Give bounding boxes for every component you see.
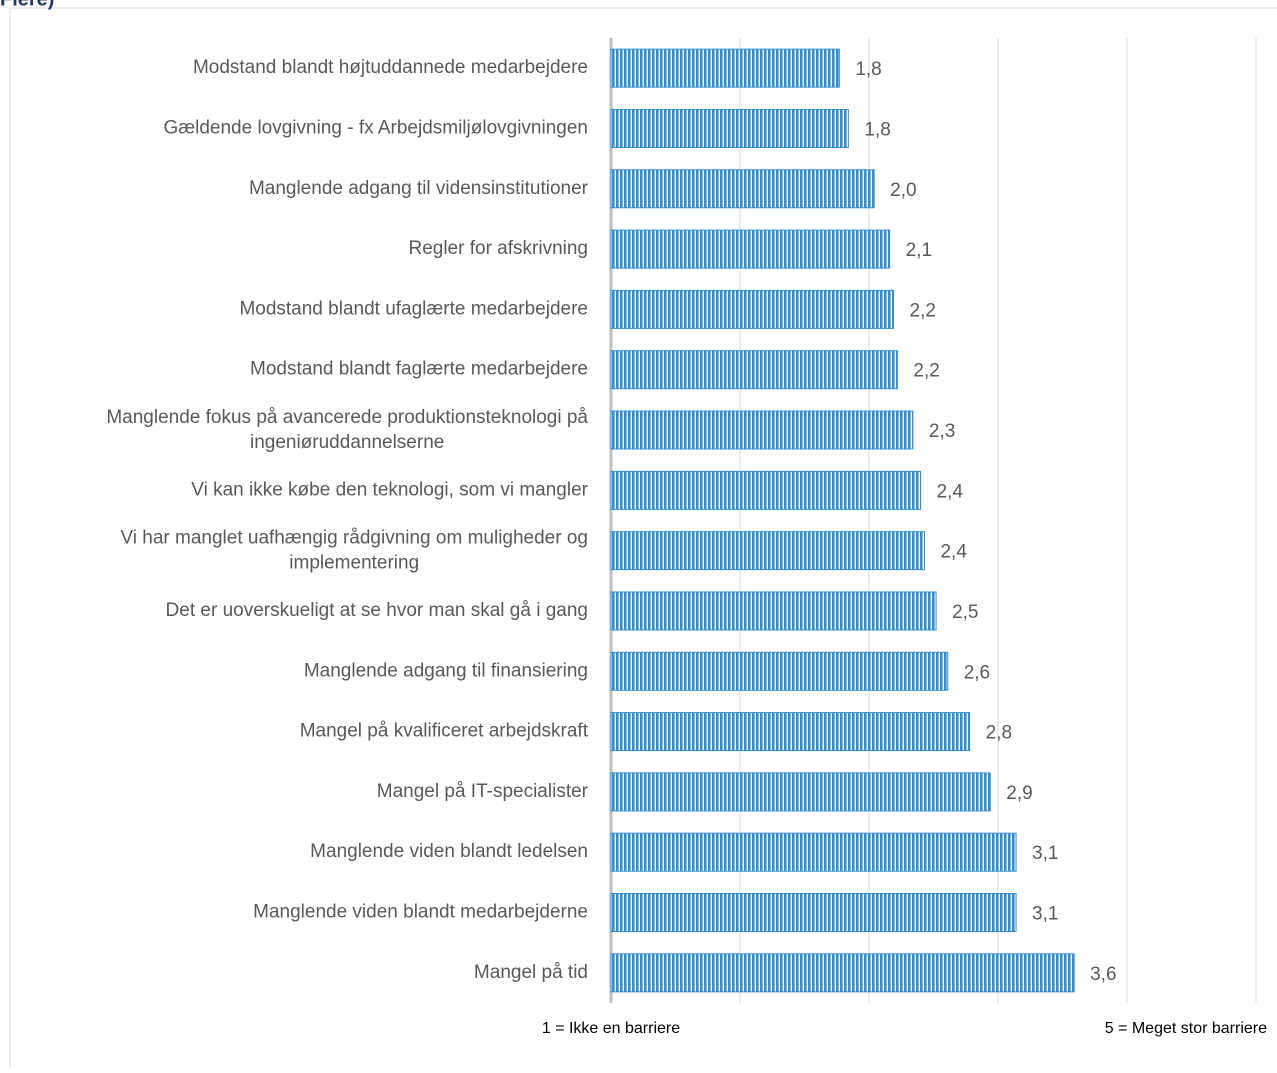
bar	[610, 48, 840, 88]
bar	[610, 893, 1017, 933]
bar	[610, 169, 875, 209]
y-tick-label: Modstand blandt faglærte medarbejdere	[250, 359, 588, 380]
data-label: 3,6	[1090, 964, 1116, 985]
bar	[610, 591, 937, 631]
y-tick-label: Gældende lovgivning - fx Arbejdsmiljølov…	[163, 117, 588, 138]
data-label: 2,6	[964, 662, 990, 683]
bar	[610, 953, 1075, 993]
chart-title: Flere)	[0, 0, 54, 10]
data-label: 2,5	[952, 602, 978, 623]
y-tick-label: Vi har manglet uafhængig rådgivning om m…	[120, 528, 588, 574]
bar	[610, 772, 991, 812]
y-tick-label: Mangel på kvalificeret arbejdskraft	[300, 721, 589, 742]
bar	[610, 651, 949, 691]
data-label: 2,2	[913, 361, 939, 382]
bar	[610, 289, 895, 329]
data-label: 2,9	[1006, 783, 1032, 804]
bar	[610, 229, 891, 269]
y-tick-label: Vi kan ikke købe den teknologi, som vi m…	[191, 479, 588, 500]
bar	[610, 531, 925, 571]
bar	[610, 108, 849, 148]
axis-note: 1 = Ikke en barriere	[542, 1020, 680, 1037]
y-tick-label: Manglende viden blandt ledelsen	[310, 841, 588, 862]
chart-border	[9, 7, 1277, 1073]
data-label: 3,1	[1032, 904, 1058, 925]
data-label: 2,3	[929, 421, 955, 442]
data-label: 1,8	[864, 119, 890, 140]
data-label: 2,4	[940, 542, 967, 563]
bar	[610, 832, 1017, 872]
y-tick-label: Det er uoverskueligt at se hvor man skal…	[166, 600, 588, 621]
y-tick-label: Modstand blandt højtuddannede medarbejde…	[193, 57, 588, 78]
data-label: 2,2	[910, 300, 936, 321]
bar	[610, 350, 898, 390]
y-tick-label: Regler for afskrivning	[408, 238, 588, 259]
y-tick-label: Modstand blandt ufaglærte medarbejdere	[239, 298, 588, 319]
y-tick-label: Manglende adgang til vidensinstitutioner	[249, 178, 589, 199]
data-label: 3,1	[1032, 843, 1058, 864]
data-label: 2,8	[986, 723, 1012, 744]
data-label: 2,1	[906, 240, 932, 261]
bar	[610, 410, 914, 450]
axis-note: 5 = Meget stor barriere	[1105, 1020, 1267, 1037]
data-label: 2,4	[937, 481, 964, 502]
data-label: 2,0	[890, 180, 916, 201]
y-tick-label: Mangel på IT-specialister	[377, 781, 589, 802]
data-label: 1,8	[855, 59, 881, 80]
bar	[610, 470, 922, 510]
y-tick-label: Manglende viden blandt medarbejderne	[253, 902, 588, 923]
y-tick-label: Mangel på tid	[474, 962, 588, 983]
bar	[610, 712, 971, 752]
y-tick-label: Manglende adgang til finansiering	[304, 660, 588, 681]
y-tick-label: Manglende fokus på avancerede produktion…	[106, 407, 588, 453]
